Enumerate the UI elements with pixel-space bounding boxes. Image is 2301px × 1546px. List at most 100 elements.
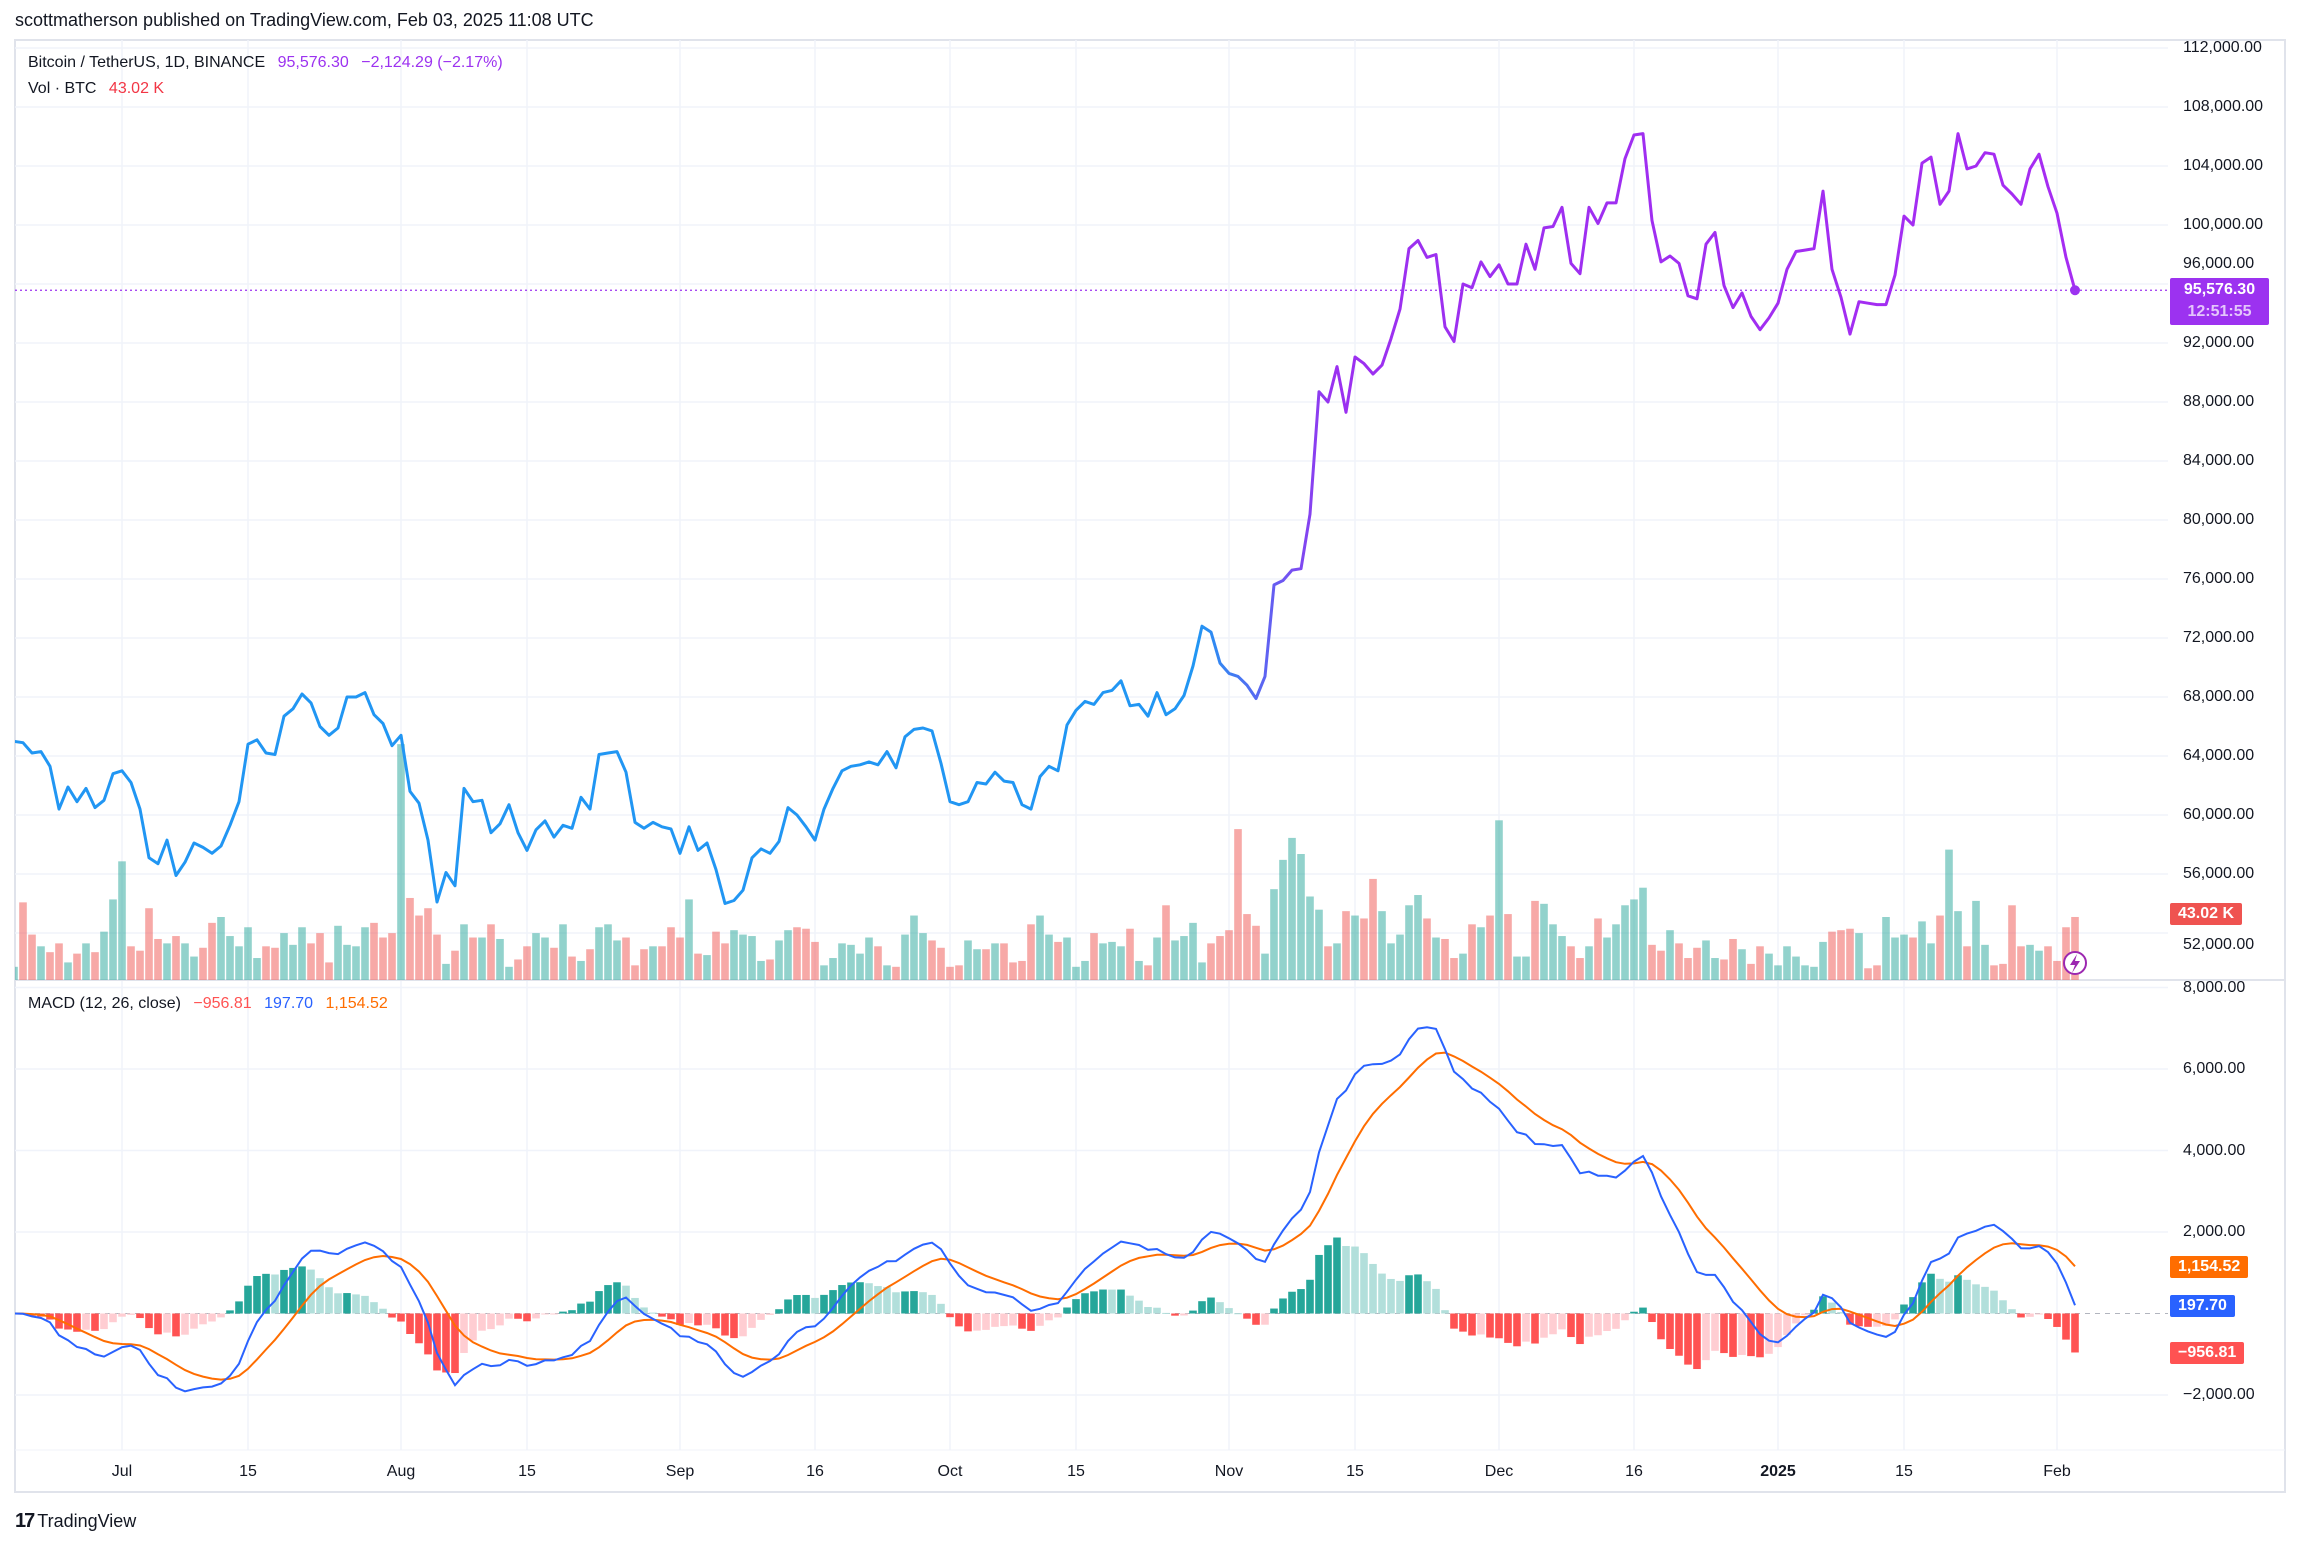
macd-histogram-bar <box>865 1283 873 1314</box>
volume-bar <box>262 946 270 980</box>
time-tick-label: 15 <box>518 1463 536 1480</box>
macd-histogram-bar <box>1261 1313 1269 1325</box>
volume-bar <box>532 933 540 980</box>
macd-histogram-bar <box>703 1313 711 1325</box>
macd-histogram-bar <box>919 1292 927 1314</box>
volume-bar <box>2071 916 2079 980</box>
volume-bar <box>1954 911 1962 980</box>
publish-info: scottmatherson published on TradingView.… <box>15 10 594 30</box>
time-tick-label: Sep <box>665 1463 695 1480</box>
volume-bar <box>1387 943 1395 980</box>
volume-bar <box>766 959 774 980</box>
macd-histogram-bar <box>1243 1313 1251 1319</box>
volume-bar <box>793 927 801 980</box>
macd-histogram-bar <box>667 1313 675 1320</box>
volume-bar <box>1378 911 1386 980</box>
lightning-icon[interactable] <box>2063 951 2087 975</box>
volume-bar <box>1477 927 1485 980</box>
macd-histogram-bar <box>2035 1313 2043 1315</box>
macd-histogram-bar <box>2026 1313 2034 1317</box>
volume-bar <box>1369 878 1377 980</box>
volume-bar <box>361 927 369 980</box>
macd-histogram-bar <box>1783 1313 1791 1336</box>
price-tick-label: 104,000.00 <box>2183 157 2264 174</box>
symbol-legend[interactable]: Bitcoin / TetherUS, 1D, BINANCE 95,576.3… <box>28 54 511 72</box>
macd-histogram-bar <box>1495 1313 1503 1339</box>
volume-bar <box>1747 963 1755 980</box>
macd-histogram-bar <box>523 1313 531 1322</box>
volume-bar <box>1252 925 1260 980</box>
macd-histogram-bar <box>1648 1313 1656 1323</box>
macd-histogram-bar <box>1819 1296 1827 1314</box>
macd-histogram-bar <box>1126 1295 1134 1314</box>
volume-bar <box>55 943 63 980</box>
macd-histogram-bar <box>1009 1313 1017 1326</box>
volume-bar <box>1333 943 1341 980</box>
macd-histogram-bar <box>1729 1313 1737 1357</box>
macd-histogram-bar <box>1378 1273 1386 1314</box>
macd-histogram-bar <box>478 1313 486 1331</box>
macd-histogram-bar <box>1567 1313 1575 1338</box>
volume-bar <box>1558 936 1566 980</box>
macd-histogram-bar <box>1657 1313 1665 1340</box>
volume-bar <box>1972 900 1980 980</box>
bar-countdown: 12:51:55 <box>2187 303 2252 320</box>
volume-bar <box>829 958 837 980</box>
macd-histogram-bar <box>1279 1298 1287 1314</box>
volume-bar <box>1684 958 1692 980</box>
macd-histogram-bar <box>1531 1313 1539 1344</box>
volume-bar <box>712 931 720 980</box>
macd-histogram-bar <box>1756 1313 1764 1358</box>
macd-histogram-bar <box>100 1313 108 1330</box>
macd-histogram-bar <box>640 1307 648 1314</box>
symbol-title: Bitcoin / TetherUS, 1D, BINANCE <box>28 54 266 71</box>
volume-bar <box>1765 953 1773 980</box>
macd-histogram-bar <box>685 1313 693 1323</box>
volume-bar <box>145 908 153 980</box>
macd-histogram-bar <box>1828 1302 1836 1314</box>
macd-histogram-bar <box>181 1313 189 1335</box>
macd-histogram-bar <box>253 1276 261 1314</box>
macd-histogram-bar <box>1063 1307 1071 1314</box>
macd-histogram-bar <box>559 1311 567 1314</box>
volume-bar <box>91 952 99 980</box>
macd-badge: 197.70 <box>2170 1295 2235 1317</box>
volume-bar <box>1207 943 1215 980</box>
macd-histogram-bar <box>163 1313 171 1333</box>
volume-bar <box>1657 950 1665 980</box>
volume-bar <box>1531 900 1539 980</box>
tradingview-logo[interactable]: 17 TradingView <box>15 1510 136 1533</box>
macd-histogram-bar <box>1504 1313 1512 1343</box>
volume-badge: 43.02 K <box>2170 903 2243 925</box>
volume-bar <box>1243 914 1251 980</box>
volume-bar <box>2035 950 2043 980</box>
volume-legend[interactable]: Vol · BTC 43.02 K <box>28 80 172 98</box>
volume-bar <box>2044 946 2052 980</box>
macd-histogram-bar <box>1342 1246 1350 1314</box>
volume-bar <box>1225 930 1233 980</box>
volume-bar <box>1909 937 1917 980</box>
volume-bar <box>1180 936 1188 980</box>
volume-bar <box>1801 965 1809 980</box>
macd-histogram-bar <box>1324 1245 1332 1314</box>
macd-histogram-bar <box>244 1285 252 1314</box>
macd-histogram-bar <box>946 1313 954 1318</box>
volume-bar <box>1270 889 1278 980</box>
volume-bar <box>316 933 324 980</box>
macd-histogram-bar <box>514 1313 522 1319</box>
macd-histogram-bar <box>1918 1282 1926 1314</box>
price-tick-label: 60,000.00 <box>2183 806 2255 823</box>
volume-bar <box>1810 966 1818 980</box>
macd-histogram-bar <box>2062 1313 2070 1340</box>
volume-bar <box>1189 922 1197 980</box>
volume-bar <box>514 959 522 980</box>
macd-legend[interactable]: MACD (12, 26, close) −956.81 197.70 1,15… <box>28 995 396 1013</box>
macd-histogram-bar <box>1792 1313 1800 1324</box>
volume-bar <box>1171 940 1179 980</box>
volume-bar <box>1405 905 1413 980</box>
macd-histogram-bar <box>1477 1313 1485 1335</box>
volume-bar <box>1999 963 2007 980</box>
price-tick-label: 88,000.00 <box>2183 393 2255 410</box>
volume-bar <box>1342 911 1350 980</box>
